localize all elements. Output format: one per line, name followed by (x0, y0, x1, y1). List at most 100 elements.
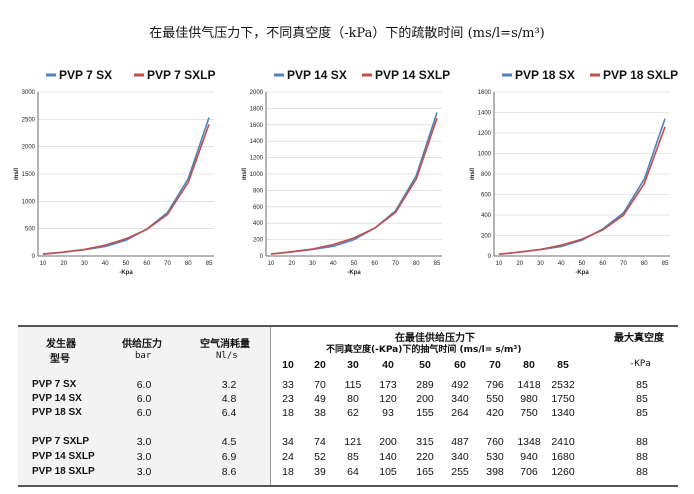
x-tick-label: 40 (102, 261, 109, 267)
y-tick-label: 1600 (478, 90, 492, 96)
x-tick-label: 20 (516, 261, 523, 267)
table-top-border (18, 325, 678, 327)
y-tick-label: 1000 (250, 172, 264, 178)
series-line-sxlp (42, 124, 210, 255)
x-tick-label: 40 (330, 261, 337, 267)
cell-evacuation-time: 64 (347, 466, 359, 478)
performance-table: 发生器 型号 供给压力 bar 空气消耗量 Nl/s 在最佳供给压力下 不同真空… (18, 325, 678, 487)
x-tick-label: 80 (413, 261, 420, 267)
cell-evacuation-time: 200 (379, 436, 397, 448)
cell-evacuation-time: 760 (486, 436, 504, 448)
legend-label-sxlp: PVP 14 SXLP (375, 68, 450, 82)
cell-evacuation-time: 1680 (551, 451, 575, 463)
x-tick-label: 10 (268, 261, 275, 267)
y-tick-label: 0 (260, 254, 264, 260)
cell-evacuation-time: 34 (282, 436, 294, 448)
y-tick-label: 1800 (250, 106, 264, 112)
cell-model: PVP 14 SXLP (32, 451, 95, 462)
cell-air-consumption: 4.8 (221, 393, 237, 405)
vacuum-level-40: 40 (382, 359, 394, 371)
cell-max-vacuum: 88 (636, 466, 648, 478)
cell-evacuation-time: 2532 (551, 379, 575, 391)
cell-evacuation-time: 165 (416, 466, 434, 478)
cell-evacuation-time: 33 (282, 379, 294, 391)
y-tick-label: 0 (32, 254, 36, 260)
cell-evacuation-time: 980 (520, 393, 538, 405)
cell-model: PVP 18 SX (32, 407, 82, 418)
table-left-shade (18, 327, 270, 485)
x-tick-label: 70 (620, 261, 627, 267)
cell-model: PVP 7 SXLP (32, 436, 90, 447)
x-tick-label: 50 (579, 261, 586, 267)
y-tick-label: 1400 (478, 111, 492, 117)
vacuum-level-50: 50 (419, 359, 431, 371)
header-pressure-2: bar (135, 351, 152, 361)
cell-evacuation-time: 70 (314, 379, 326, 391)
cell-evacuation-time: 1260 (551, 466, 575, 478)
x-axis-label: -Kpa (575, 270, 589, 276)
x-axis-label: -Kpa (347, 270, 361, 276)
series-line-sxlp (498, 126, 666, 255)
cell-evacuation-time: 18 (282, 466, 294, 478)
cell-evacuation-time: 796 (486, 379, 504, 391)
x-tick-label: 85 (434, 261, 441, 267)
cell-evacuation-time: 18 (282, 407, 294, 419)
cell-evacuation-time: 2410 (551, 436, 575, 448)
series-line-sxlp (270, 117, 438, 255)
y-tick-label: 400 (481, 213, 492, 219)
y-tick-label: 500 (25, 227, 36, 233)
y-tick-label: 800 (253, 188, 264, 194)
header-time-2: 不同真空度(-KPa)下的抽气时间 (ms/l= s/m³) (326, 345, 522, 355)
x-tick-label: 80 (185, 261, 192, 267)
cell-evacuation-time: 750 (520, 407, 538, 419)
cell-evacuation-time: 39 (314, 466, 326, 478)
cell-evacuation-time: 315 (416, 436, 434, 448)
header-time-1: 在最佳供给压力下 (395, 333, 475, 344)
y-tick-label: 1000 (478, 152, 492, 158)
cell-evacuation-time: 85 (347, 451, 359, 463)
y-tick-label: 2000 (22, 145, 36, 151)
cell-evacuation-time: 120 (379, 393, 397, 405)
vacuum-level-60: 60 (454, 359, 466, 371)
y-tick-label: 200 (481, 234, 492, 240)
legend-label-sx: PVP 14 SX (287, 68, 347, 82)
header-model-1: 发生器 (46, 339, 76, 350)
cell-evacuation-time: 105 (379, 466, 397, 478)
x-tick-label: 80 (641, 261, 648, 267)
x-tick-label: 50 (123, 261, 130, 267)
x-tick-label: 30 (81, 261, 88, 267)
cell-evacuation-time: 1418 (517, 379, 541, 391)
page-title: 在最佳供气压力下，不同真空度（-kPa）下的疏散时间 (ms/l=s/m³) (149, 26, 545, 41)
x-tick-label: 70 (164, 261, 171, 267)
chart-pvp7: PVP 7 SX PVP 7 SXLP 0 500 1000 1500 2000 2500 30… (14, 68, 215, 276)
cell-evacuation-time: 1340 (551, 407, 575, 419)
x-tick-label: 10 (496, 261, 503, 267)
y-axis-label: ms/l (242, 168, 248, 180)
table-bottom-border (18, 485, 678, 487)
x-tick-label: 50 (351, 261, 358, 267)
cell-evacuation-time: 93 (382, 407, 394, 419)
cell-evacuation-time: 706 (520, 466, 538, 478)
cell-air-consumption: 6.4 (221, 407, 237, 419)
y-axis-label: ms/l (470, 168, 476, 180)
cell-evacuation-time: 264 (451, 407, 469, 419)
cell-pressure: 3.0 (136, 466, 152, 478)
cell-evacuation-time: 200 (416, 393, 434, 405)
cell-evacuation-time: 49 (314, 393, 326, 405)
cell-air-consumption: 3.2 (221, 379, 237, 391)
cell-evacuation-time: 550 (486, 393, 504, 405)
y-tick-label: 0 (488, 254, 492, 260)
series-line-sx (270, 112, 438, 255)
y-tick-label: 3000 (22, 90, 36, 96)
cell-evacuation-time: 74 (314, 436, 326, 448)
y-tick-label: 800 (481, 172, 492, 178)
cell-evacuation-time: 155 (416, 407, 434, 419)
cell-evacuation-time: 340 (451, 393, 469, 405)
legend-label-sx: PVP 18 SX (515, 68, 575, 82)
cell-max-vacuum: 88 (636, 451, 648, 463)
x-tick-label: 20 (288, 261, 295, 267)
y-tick-label: 1200 (250, 156, 264, 162)
cell-max-vacuum: 88 (636, 436, 648, 448)
y-tick-label: 600 (253, 205, 264, 211)
y-tick-label: 2500 (22, 117, 36, 123)
